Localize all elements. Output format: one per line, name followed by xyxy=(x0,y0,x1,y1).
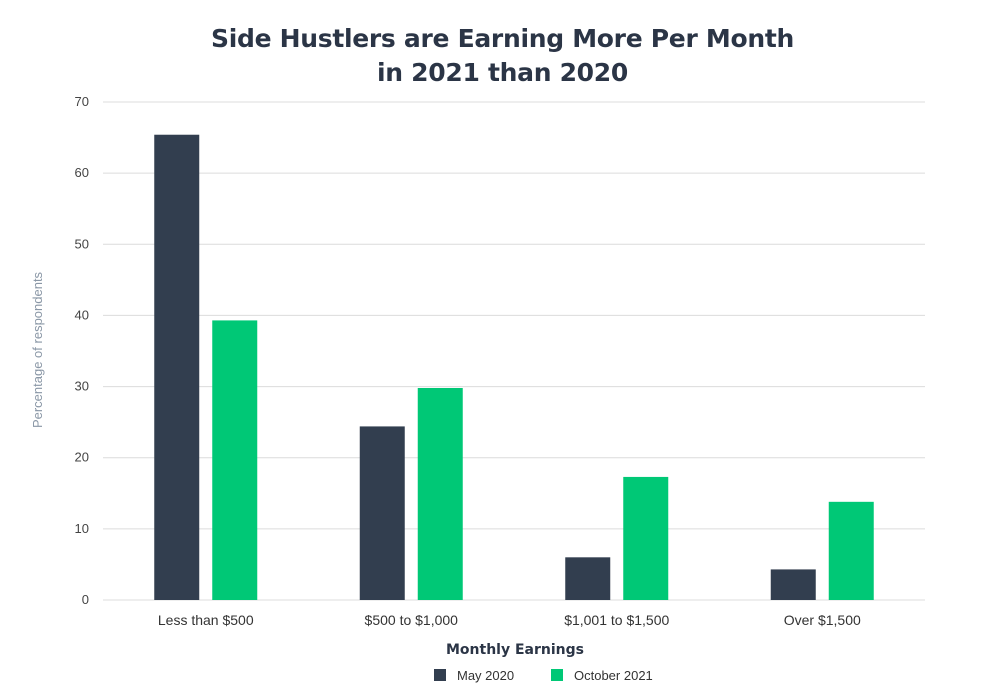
bar-may-2020 xyxy=(565,557,611,600)
legend-label: October 2021 xyxy=(574,668,653,683)
y-tick-label: 70 xyxy=(75,94,89,109)
y-axis-ticks: 0 10 20 30 40 50 60 70 xyxy=(75,94,89,607)
x-axis-label: Monthly Earnings xyxy=(446,642,584,658)
legend-swatch xyxy=(551,669,563,681)
bar-may-2020 xyxy=(770,569,816,600)
bars xyxy=(154,134,874,600)
bar-october-2021 xyxy=(417,387,463,600)
bar-october-2021 xyxy=(623,476,669,600)
y-tick-label: 30 xyxy=(75,379,89,394)
y-tick-label: 20 xyxy=(75,450,89,465)
y-tick-label: 60 xyxy=(75,165,89,180)
chart-title-line-1: Side Hustlers are Earning More Per Month xyxy=(211,24,794,53)
legend-swatch xyxy=(434,669,446,681)
x-tick-label: Less than $500 xyxy=(158,612,254,628)
chart-title-line-2: in 2021 than 2020 xyxy=(377,58,628,87)
x-tick-label: $1,001 to $1,500 xyxy=(564,612,669,628)
y-tick-label: 50 xyxy=(75,236,89,251)
bar-may-2020 xyxy=(154,134,200,600)
x-tick-label: $500 to $1,000 xyxy=(365,612,459,628)
y-axis-label: Percentage of respondents xyxy=(30,271,45,428)
y-tick-label: 0 xyxy=(82,592,89,607)
y-tick-label: 40 xyxy=(75,307,89,322)
bar-october-2021 xyxy=(212,320,258,600)
x-axis-ticks: Less than $500 $500 to $1,000 $1,001 to $1… xyxy=(158,612,861,628)
legend-label: May 2020 xyxy=(457,668,514,683)
y-tick-label: 10 xyxy=(75,521,89,536)
gridlines xyxy=(103,101,925,601)
x-tick-label: Over $1,500 xyxy=(784,612,861,628)
bar-october-2021 xyxy=(828,501,874,600)
chart-title: Side Hustlers are Earning More Per Month… xyxy=(0,22,1005,90)
bar-may-2020 xyxy=(359,426,405,600)
legend: May 2020 October 2021 xyxy=(434,668,653,683)
